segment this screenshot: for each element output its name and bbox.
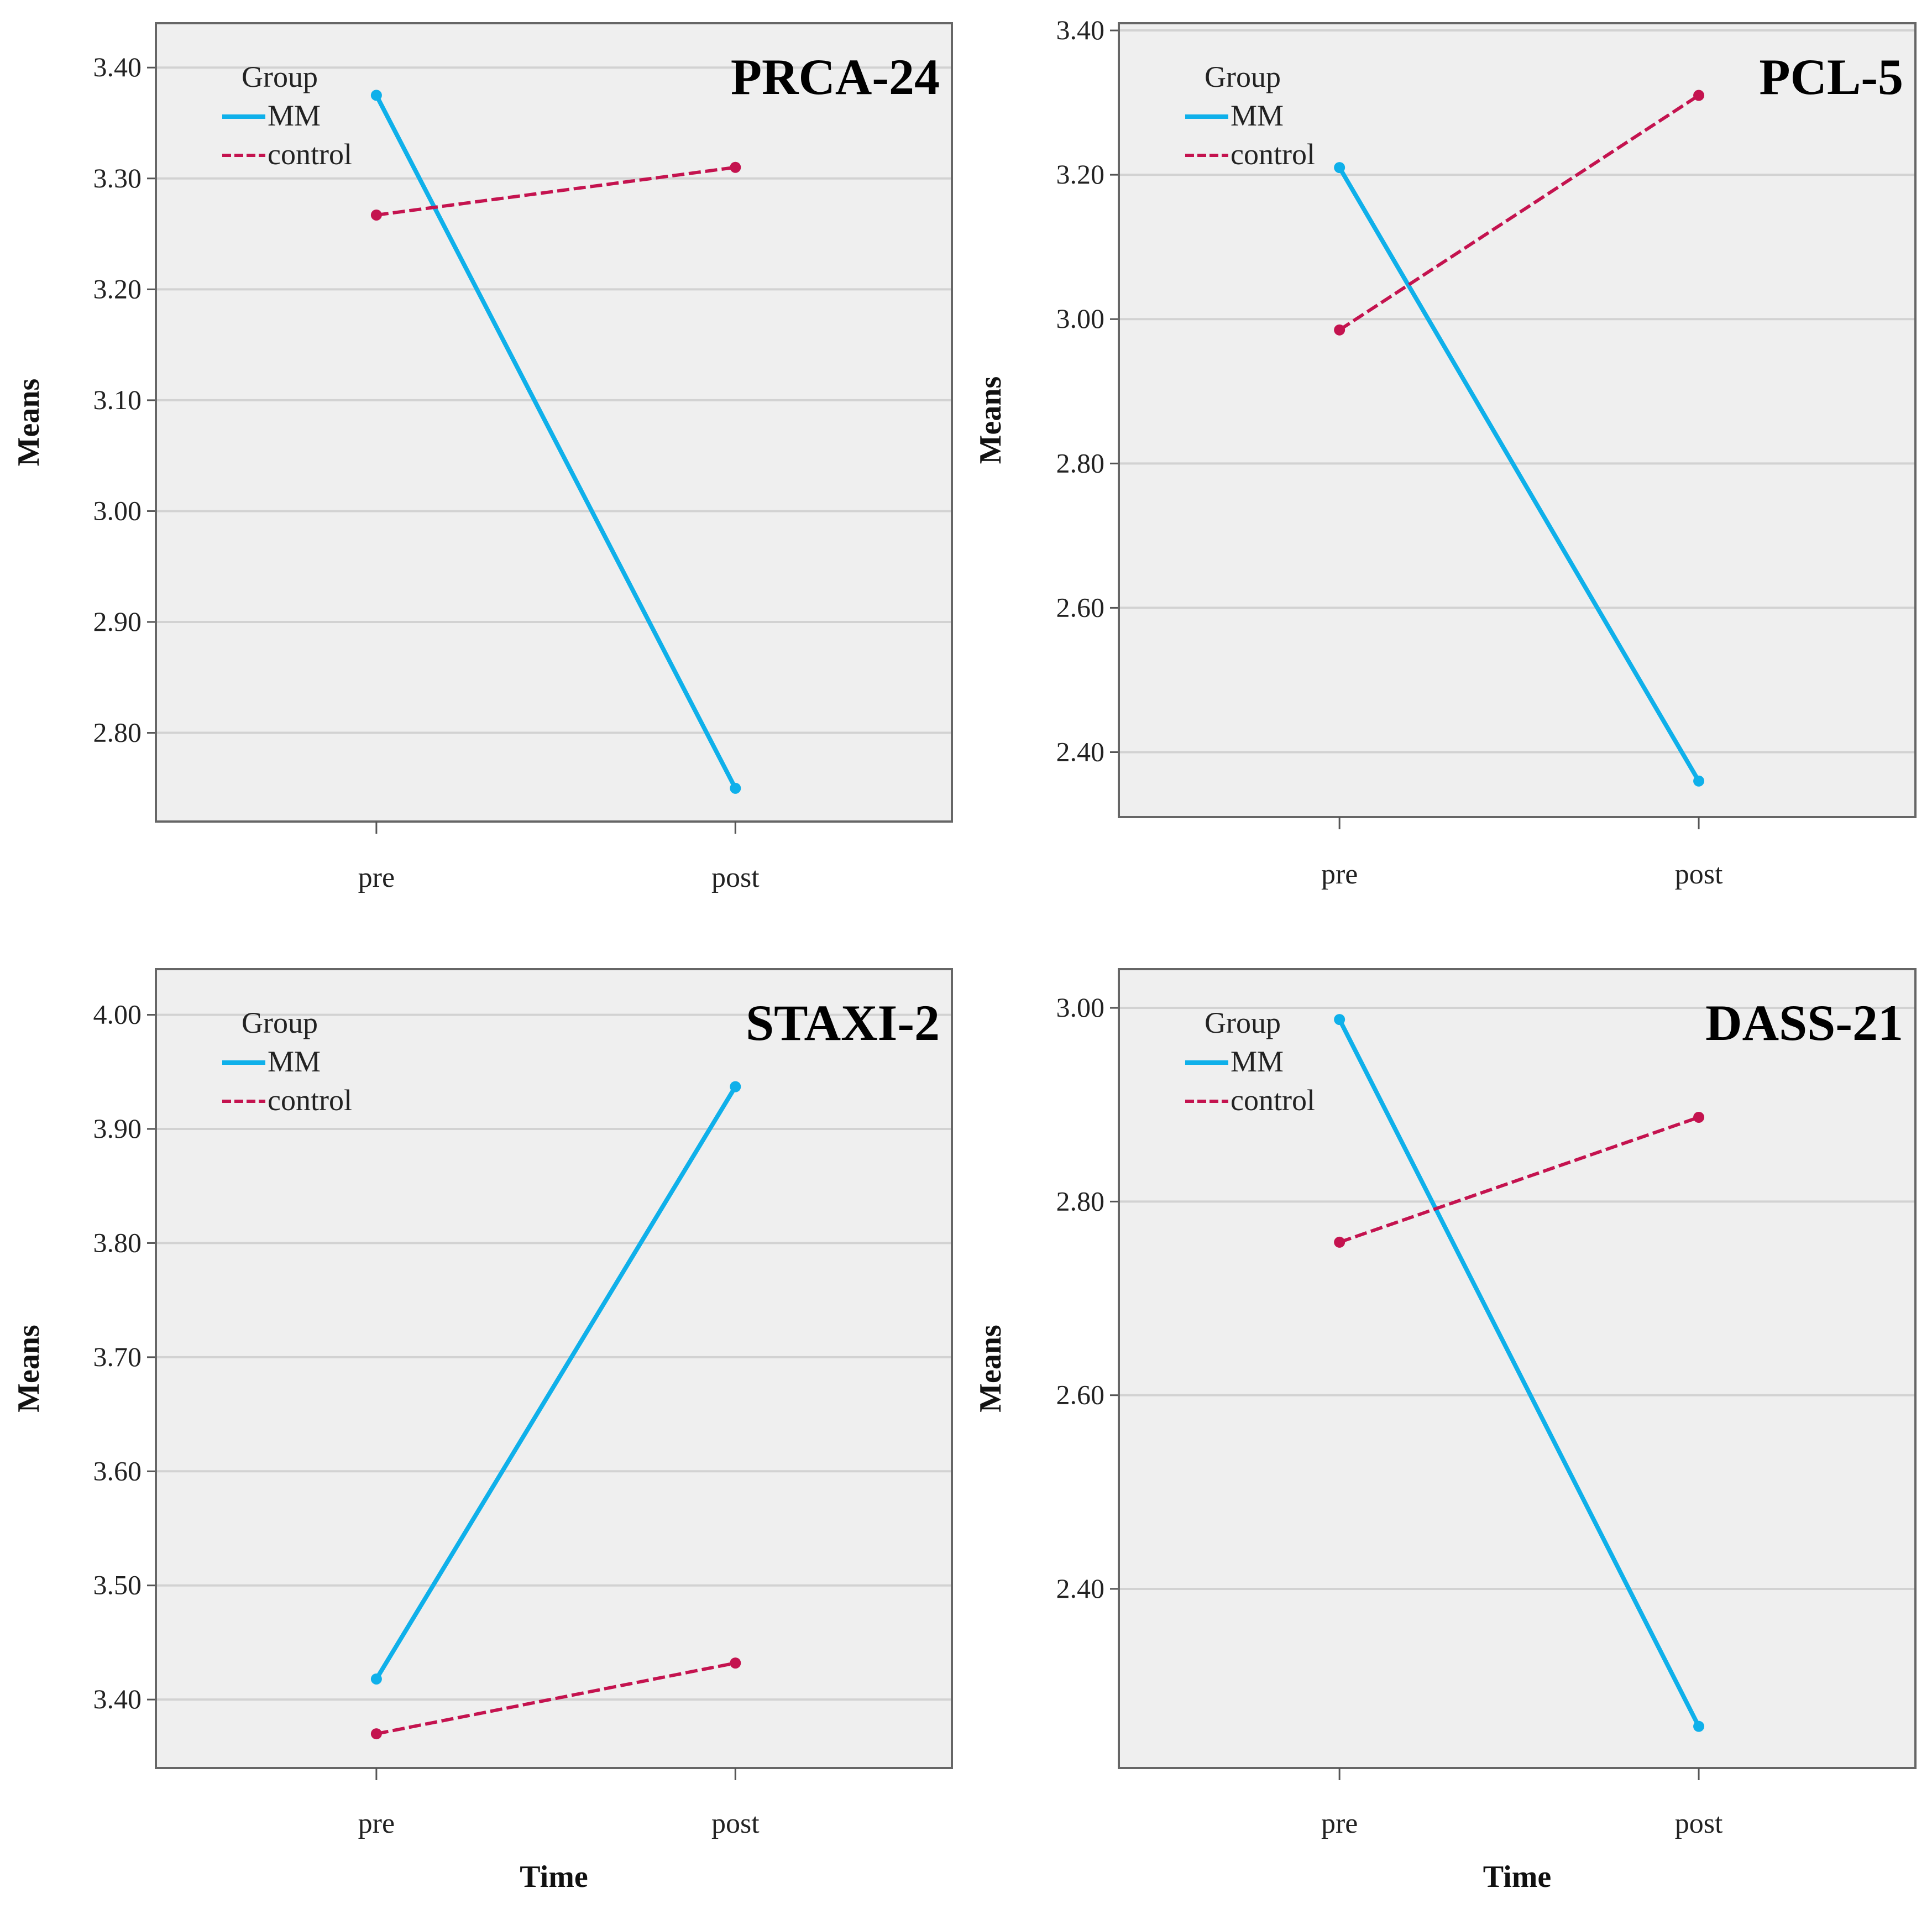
y-tick-label: 3.90	[93, 1113, 142, 1144]
chart-panel-1: 2.40 2.60 2.80 3.00 3.20 3.40 pre post Means PCL-…	[973, 14, 1917, 890]
data-point-control	[730, 161, 741, 173]
x-tick-label: post	[711, 1808, 760, 1839]
plot-background	[156, 23, 952, 822]
panel-title: DASS-21	[1705, 995, 1903, 1051]
legend-label: control	[268, 1084, 352, 1117]
data-point-control	[730, 1657, 741, 1669]
legend-title: Group	[1205, 60, 1281, 93]
legend-label: control	[268, 138, 352, 171]
legend-label: control	[1231, 1084, 1315, 1117]
series-line-control	[376, 1661, 736, 1736]
data-point-control	[370, 1728, 382, 1740]
y-tick-label: 3.20	[1056, 159, 1105, 190]
x-tick-label: pre	[358, 1808, 395, 1839]
x-axis-title: Time	[520, 1860, 588, 1894]
legend-label: MM	[1231, 1045, 1284, 1078]
x-tick-label: post	[1675, 859, 1723, 890]
legend-label: MM	[268, 1045, 321, 1078]
legend-title: Group	[242, 1006, 318, 1039]
legend-label: control	[1231, 138, 1315, 171]
y-tick-label: 3.00	[93, 495, 142, 526]
y-tick-label: 3.40	[93, 51, 142, 82]
data-point-MM	[370, 90, 382, 101]
x-tick-label: post	[711, 862, 760, 893]
y-tick-label: 3.00	[1056, 303, 1105, 334]
y-tick-label: 3.40	[93, 1683, 142, 1714]
plot-frame	[155, 968, 953, 1769]
chart-panel-2: 3.40 3.50 3.60 3.70 3.80 3.90 4.00 pre post Means…	[12, 968, 953, 1894]
series-line-MM	[374, 1085, 737, 1681]
data-point-MM	[1693, 775, 1705, 787]
y-tick-label: 3.40	[1056, 14, 1105, 45]
chart-panel-0: 2.80 2.90 3.00 3.10 3.20 3.30 3.40 pre post Means…	[12, 22, 953, 893]
y-axis-title: Means	[12, 1325, 46, 1413]
x-axis-title: Time	[1483, 1860, 1551, 1894]
x-tick-label: pre	[1321, 1808, 1358, 1839]
chart-panel-3: 2.40 2.60 2.80 3.00 pre post Means Time DASS-21 G…	[973, 968, 1917, 1894]
y-tick-label: 4.00	[93, 999, 142, 1030]
series-line-MM	[374, 94, 737, 789]
y-tick-label: 2.60	[1056, 592, 1105, 623]
data-point-MM	[1693, 1720, 1705, 1732]
plot-background	[156, 969, 952, 1768]
series-line-control	[1338, 94, 1700, 332]
y-tick-label: 2.60	[1056, 1379, 1105, 1410]
y-tick-label: 3.60	[93, 1455, 142, 1486]
y-tick-label: 2.90	[93, 606, 142, 637]
x-tick-label: pre	[1321, 859, 1358, 890]
plot-frame	[1118, 968, 1917, 1769]
legend-label: MM	[268, 99, 321, 132]
legend-title: Group	[242, 60, 318, 93]
panel-title: PRCA-24	[731, 49, 940, 105]
data-point-control	[1334, 324, 1345, 336]
data-point-MM	[1334, 1014, 1345, 1026]
panel-title: STAXI-2	[746, 995, 940, 1051]
y-tick-label: 2.80	[93, 717, 142, 748]
data-point-control	[1334, 1236, 1345, 1248]
data-point-control	[370, 209, 382, 221]
y-tick-label: 3.30	[93, 163, 142, 193]
plot-background	[1119, 23, 1915, 817]
legend-label: MM	[1231, 99, 1284, 132]
data-point-MM	[1334, 162, 1345, 174]
y-tick-label: 2.40	[1056, 1573, 1105, 1604]
y-axis-title: Means	[973, 1325, 1008, 1413]
y-axis-title: Means	[973, 376, 1008, 464]
panel-title: PCL-5	[1759, 49, 1903, 105]
data-point-MM	[370, 1673, 382, 1685]
y-tick-label: 2.40	[1056, 736, 1105, 767]
y-tick-label: 2.80	[1056, 447, 1105, 478]
series-line-MM	[1337, 1018, 1701, 1728]
data-point-MM	[730, 782, 741, 794]
y-tick-label: 3.80	[93, 1227, 142, 1258]
y-tick-label: 3.20	[93, 273, 142, 304]
data-point-MM	[730, 1081, 741, 1092]
series-line-MM	[1337, 166, 1701, 782]
x-tick-label: post	[1675, 1808, 1723, 1839]
y-tick-label: 3.10	[93, 384, 142, 415]
legend-title: Group	[1205, 1006, 1281, 1039]
series-line-control	[1339, 1116, 1700, 1244]
y-tick-label: 2.80	[1056, 1185, 1105, 1216]
plot-frame	[1118, 22, 1917, 818]
y-tick-label: 3.70	[93, 1341, 142, 1372]
data-point-control	[1693, 1111, 1705, 1123]
series-line-control	[376, 165, 736, 217]
x-tick-label: pre	[358, 862, 395, 893]
data-point-control	[1693, 90, 1705, 101]
plot-frame	[155, 22, 953, 823]
y-axis-title: Means	[12, 379, 46, 467]
y-tick-label: 3.00	[1056, 992, 1105, 1023]
y-tick-label: 3.50	[93, 1570, 142, 1601]
